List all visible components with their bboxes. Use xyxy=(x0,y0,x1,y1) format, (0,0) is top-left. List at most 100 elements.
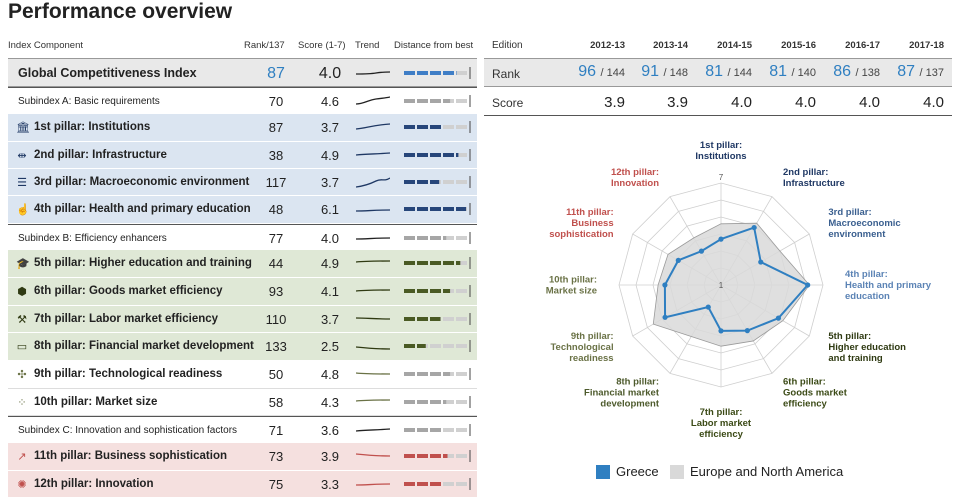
trend-sparkline xyxy=(356,177,390,188)
radar-point-greece xyxy=(705,304,711,310)
trend-sparkline xyxy=(356,346,390,350)
edition-rank-value: 96 xyxy=(578,63,597,80)
trend-line xyxy=(356,346,390,350)
radar-axis-label-line: and training xyxy=(828,353,883,364)
trend-sparkline xyxy=(356,237,390,240)
distance-bar xyxy=(404,340,471,352)
pillar-row: ☰ 3rd pillar: Macroeconomic environment 11… xyxy=(8,169,477,196)
trend-sparkline xyxy=(356,152,390,156)
row-label: Subindex C: Innovation and sophisticatio… xyxy=(18,425,238,436)
edition-rank-total: / 148 xyxy=(663,67,688,79)
radar-axis-label-line: Innovation xyxy=(611,178,659,189)
trend-line xyxy=(356,177,390,188)
gci-row: Global Competitiveness Index 87 4.0 xyxy=(8,58,477,87)
education-icon: 🎓 xyxy=(16,258,30,270)
trend-sparkline xyxy=(356,399,390,402)
radar-axis-label-line: Macroeconomic xyxy=(828,218,900,229)
edition-rank: 86 / 138 xyxy=(800,63,880,81)
radar-axis-label: 1st pillar: Institutions xyxy=(695,140,746,162)
row-rank: 58 xyxy=(268,395,284,410)
trend-line xyxy=(356,289,390,292)
radar-axis-label-line: 1st pillar: xyxy=(700,140,742,151)
row-score: 4.1 xyxy=(320,284,340,299)
row-label: 5th pillar: Higher education and trainin… xyxy=(34,257,252,269)
radar-point-greece xyxy=(718,236,724,242)
row-rank: 38 xyxy=(268,148,284,163)
distance-bar xyxy=(404,176,471,188)
row-rank: 71 xyxy=(268,423,284,438)
row-rank: 87 xyxy=(268,120,284,135)
pillar-row: 🏛 1st pillar: Institutions 87 3.7 xyxy=(8,114,477,142)
edition-score: 4.0 xyxy=(795,94,816,111)
row-rank: 44 xyxy=(268,256,284,271)
edition-score: 4.0 xyxy=(859,94,880,111)
edition-rank: 81 / 140 xyxy=(736,63,816,81)
edition-score-label: Score xyxy=(492,96,524,110)
radar-axis-label-line: Infrastructure xyxy=(783,178,845,189)
header-score: Score (1-7) xyxy=(298,40,346,51)
infrastructure-icon: ⇹ xyxy=(17,150,27,162)
trend-line xyxy=(356,152,390,156)
radar-axis-label-line: Business xyxy=(571,218,613,229)
legend-label-europe: Europe and North America xyxy=(690,464,844,479)
row-score: 4.9 xyxy=(320,148,340,163)
distance-bar xyxy=(404,424,471,436)
row-label: 3rd pillar: Macroeconomic environment xyxy=(34,176,250,188)
row-score: 3.7 xyxy=(320,312,340,327)
trend-sparkline xyxy=(356,71,390,75)
distance-bar xyxy=(404,149,471,161)
radar-point-greece xyxy=(805,282,811,288)
radar-axis-label-line: sophistication xyxy=(549,229,614,240)
row-score: 4.6 xyxy=(320,94,340,109)
edition-header: Edition xyxy=(492,40,523,51)
row-rank: 73 xyxy=(268,449,284,464)
row-score: 3.9 xyxy=(320,449,340,464)
row-score: 3.6 xyxy=(320,423,340,438)
edition-year: 2015-16 xyxy=(781,40,816,51)
edition-rank-value: 86 xyxy=(833,63,852,80)
row-rank: 48 xyxy=(268,202,284,217)
radar-axis-label-line: Labor market xyxy=(691,418,752,429)
edition-score: 4.0 xyxy=(731,94,752,111)
distance-bar xyxy=(404,313,471,325)
trend-line xyxy=(356,96,390,105)
trend-sparkline xyxy=(356,123,390,130)
trend-line xyxy=(356,71,390,75)
radar-axis-label-line: 8th pillar: xyxy=(616,376,659,387)
row-score: 4.3 xyxy=(320,395,340,410)
row-score: 4.0 xyxy=(318,65,342,82)
trend-sparkline xyxy=(356,317,390,320)
edition-score: 3.9 xyxy=(667,94,688,111)
edition-rank: 81 / 144 xyxy=(672,63,752,81)
distance-bar xyxy=(404,257,471,269)
trend-line xyxy=(356,453,390,457)
edition-rank-row xyxy=(484,58,952,87)
trend-sparkline xyxy=(356,372,390,375)
innovation-icon: ✺ xyxy=(17,479,27,491)
row-label: 4th pillar: Health and primary education xyxy=(34,203,251,215)
pillar-row: ⁘ 10th pillar: Market size 58 4.3 xyxy=(8,389,477,416)
page-title: Performance overview xyxy=(8,0,233,23)
edition-year: 2016-17 xyxy=(845,40,880,51)
row-rank: 75 xyxy=(268,477,284,492)
radar-series-europe xyxy=(652,222,810,347)
row-label: 1st pillar: Institutions xyxy=(34,121,151,133)
trend-line xyxy=(356,123,390,130)
edition-rank-value: 81 xyxy=(769,63,788,80)
radar-axis-label-line: 12th pillar: xyxy=(611,167,659,178)
trend-line xyxy=(356,399,390,402)
row-rank: 87 xyxy=(267,65,285,82)
radar-point-greece xyxy=(662,282,668,288)
radar-axis-label-line: Goods market xyxy=(783,387,848,398)
pillar-row: ⬢ 6th pillar: Goods market efficiency 93 4.… xyxy=(8,278,477,306)
radar-point-greece xyxy=(675,257,681,263)
edition-rank: 96 / 144 xyxy=(545,63,625,81)
trend-line xyxy=(356,428,390,432)
row-label: Global Competitiveness Index xyxy=(18,66,197,80)
radar-axis-label-line: 3rd pillar: xyxy=(828,207,871,218)
radar-axis-label-line: 9th pillar: xyxy=(571,331,614,342)
radar-point-greece xyxy=(751,224,757,231)
distance-bar xyxy=(404,450,471,462)
radar-axis-label: 10th pillar: Market size xyxy=(546,275,597,297)
subindex-row: Subindex A: Basic requirements 70 4.6 xyxy=(8,87,477,114)
